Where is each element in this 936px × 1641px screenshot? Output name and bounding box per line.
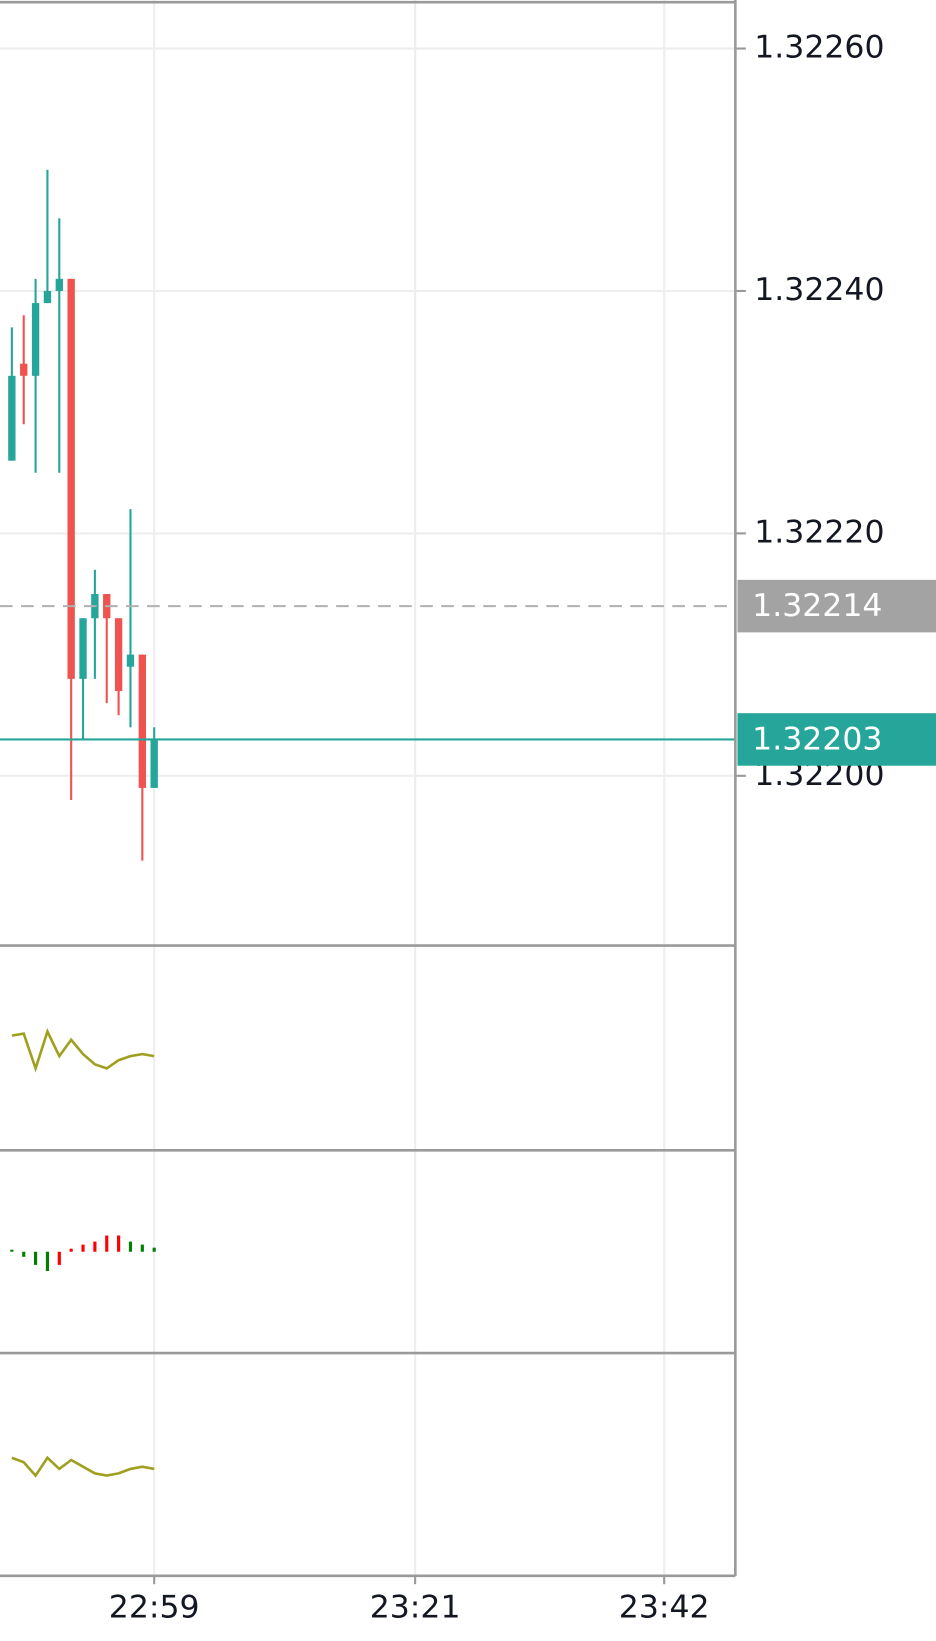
candle-body xyxy=(126,654,135,667)
indicator-line xyxy=(11,1028,155,1073)
x-tick-label: 23:21 xyxy=(370,1589,461,1625)
histogram-bar xyxy=(105,1235,109,1252)
prev-price-label: 1.32214 xyxy=(752,588,882,624)
last-price-label: 1.32203 xyxy=(752,721,882,757)
histogram-bar xyxy=(57,1251,61,1265)
candle-body xyxy=(67,278,75,679)
candle-body xyxy=(114,618,123,691)
prev-price-box xyxy=(737,579,936,633)
candle-body xyxy=(20,363,28,376)
x-tick-label: 22:59 xyxy=(109,1589,200,1625)
candle-body xyxy=(138,654,147,788)
candle-body xyxy=(150,739,158,788)
y-tick-label: 1.32220 xyxy=(754,514,884,550)
candle-body xyxy=(43,290,52,304)
candle-body xyxy=(55,278,63,291)
histogram-bar xyxy=(93,1241,97,1252)
indicator-line xyxy=(11,1455,155,1478)
candle-body xyxy=(79,618,87,679)
x-tick-label: 23:42 xyxy=(619,1589,710,1625)
candle-body xyxy=(8,375,16,461)
y-tick-label: 1.32240 xyxy=(754,272,884,308)
y-tick-label: 1.32260 xyxy=(754,30,884,66)
histogram-bar xyxy=(128,1241,133,1252)
histogram-bar xyxy=(10,1249,14,1252)
candle-body xyxy=(31,303,40,376)
histogram-bar xyxy=(45,1251,50,1271)
histogram-bar xyxy=(69,1248,73,1252)
histogram-bar xyxy=(34,1251,38,1265)
histogram-bar xyxy=(117,1235,121,1252)
histogram-bar xyxy=(81,1244,85,1252)
last-price-box xyxy=(737,713,936,766)
histogram-bar xyxy=(22,1251,26,1257)
histogram-bar xyxy=(140,1244,144,1252)
histogram-bar xyxy=(152,1247,156,1252)
